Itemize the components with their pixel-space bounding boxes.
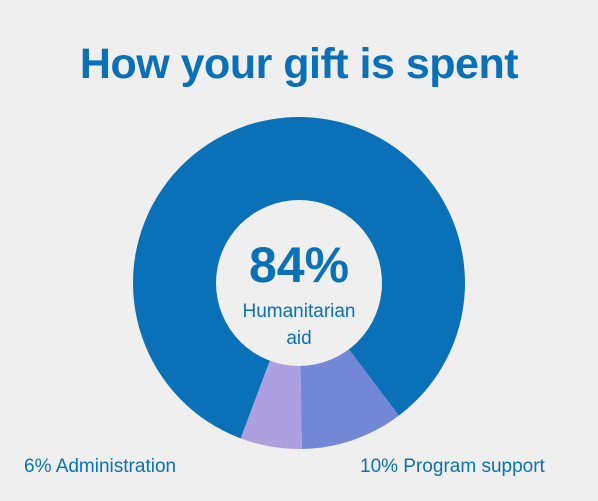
donut-center-hole — [216, 200, 382, 366]
center-label-line2: aid — [286, 328, 311, 349]
chart-title: How your gift is spent — [79, 40, 519, 88]
administration-label: 6% Administration — [24, 456, 177, 477]
program-support-label: 10% Program support — [360, 456, 545, 477]
center-value: 84% — [249, 237, 349, 293]
center-label-line1: Humanitarian — [243, 301, 356, 322]
